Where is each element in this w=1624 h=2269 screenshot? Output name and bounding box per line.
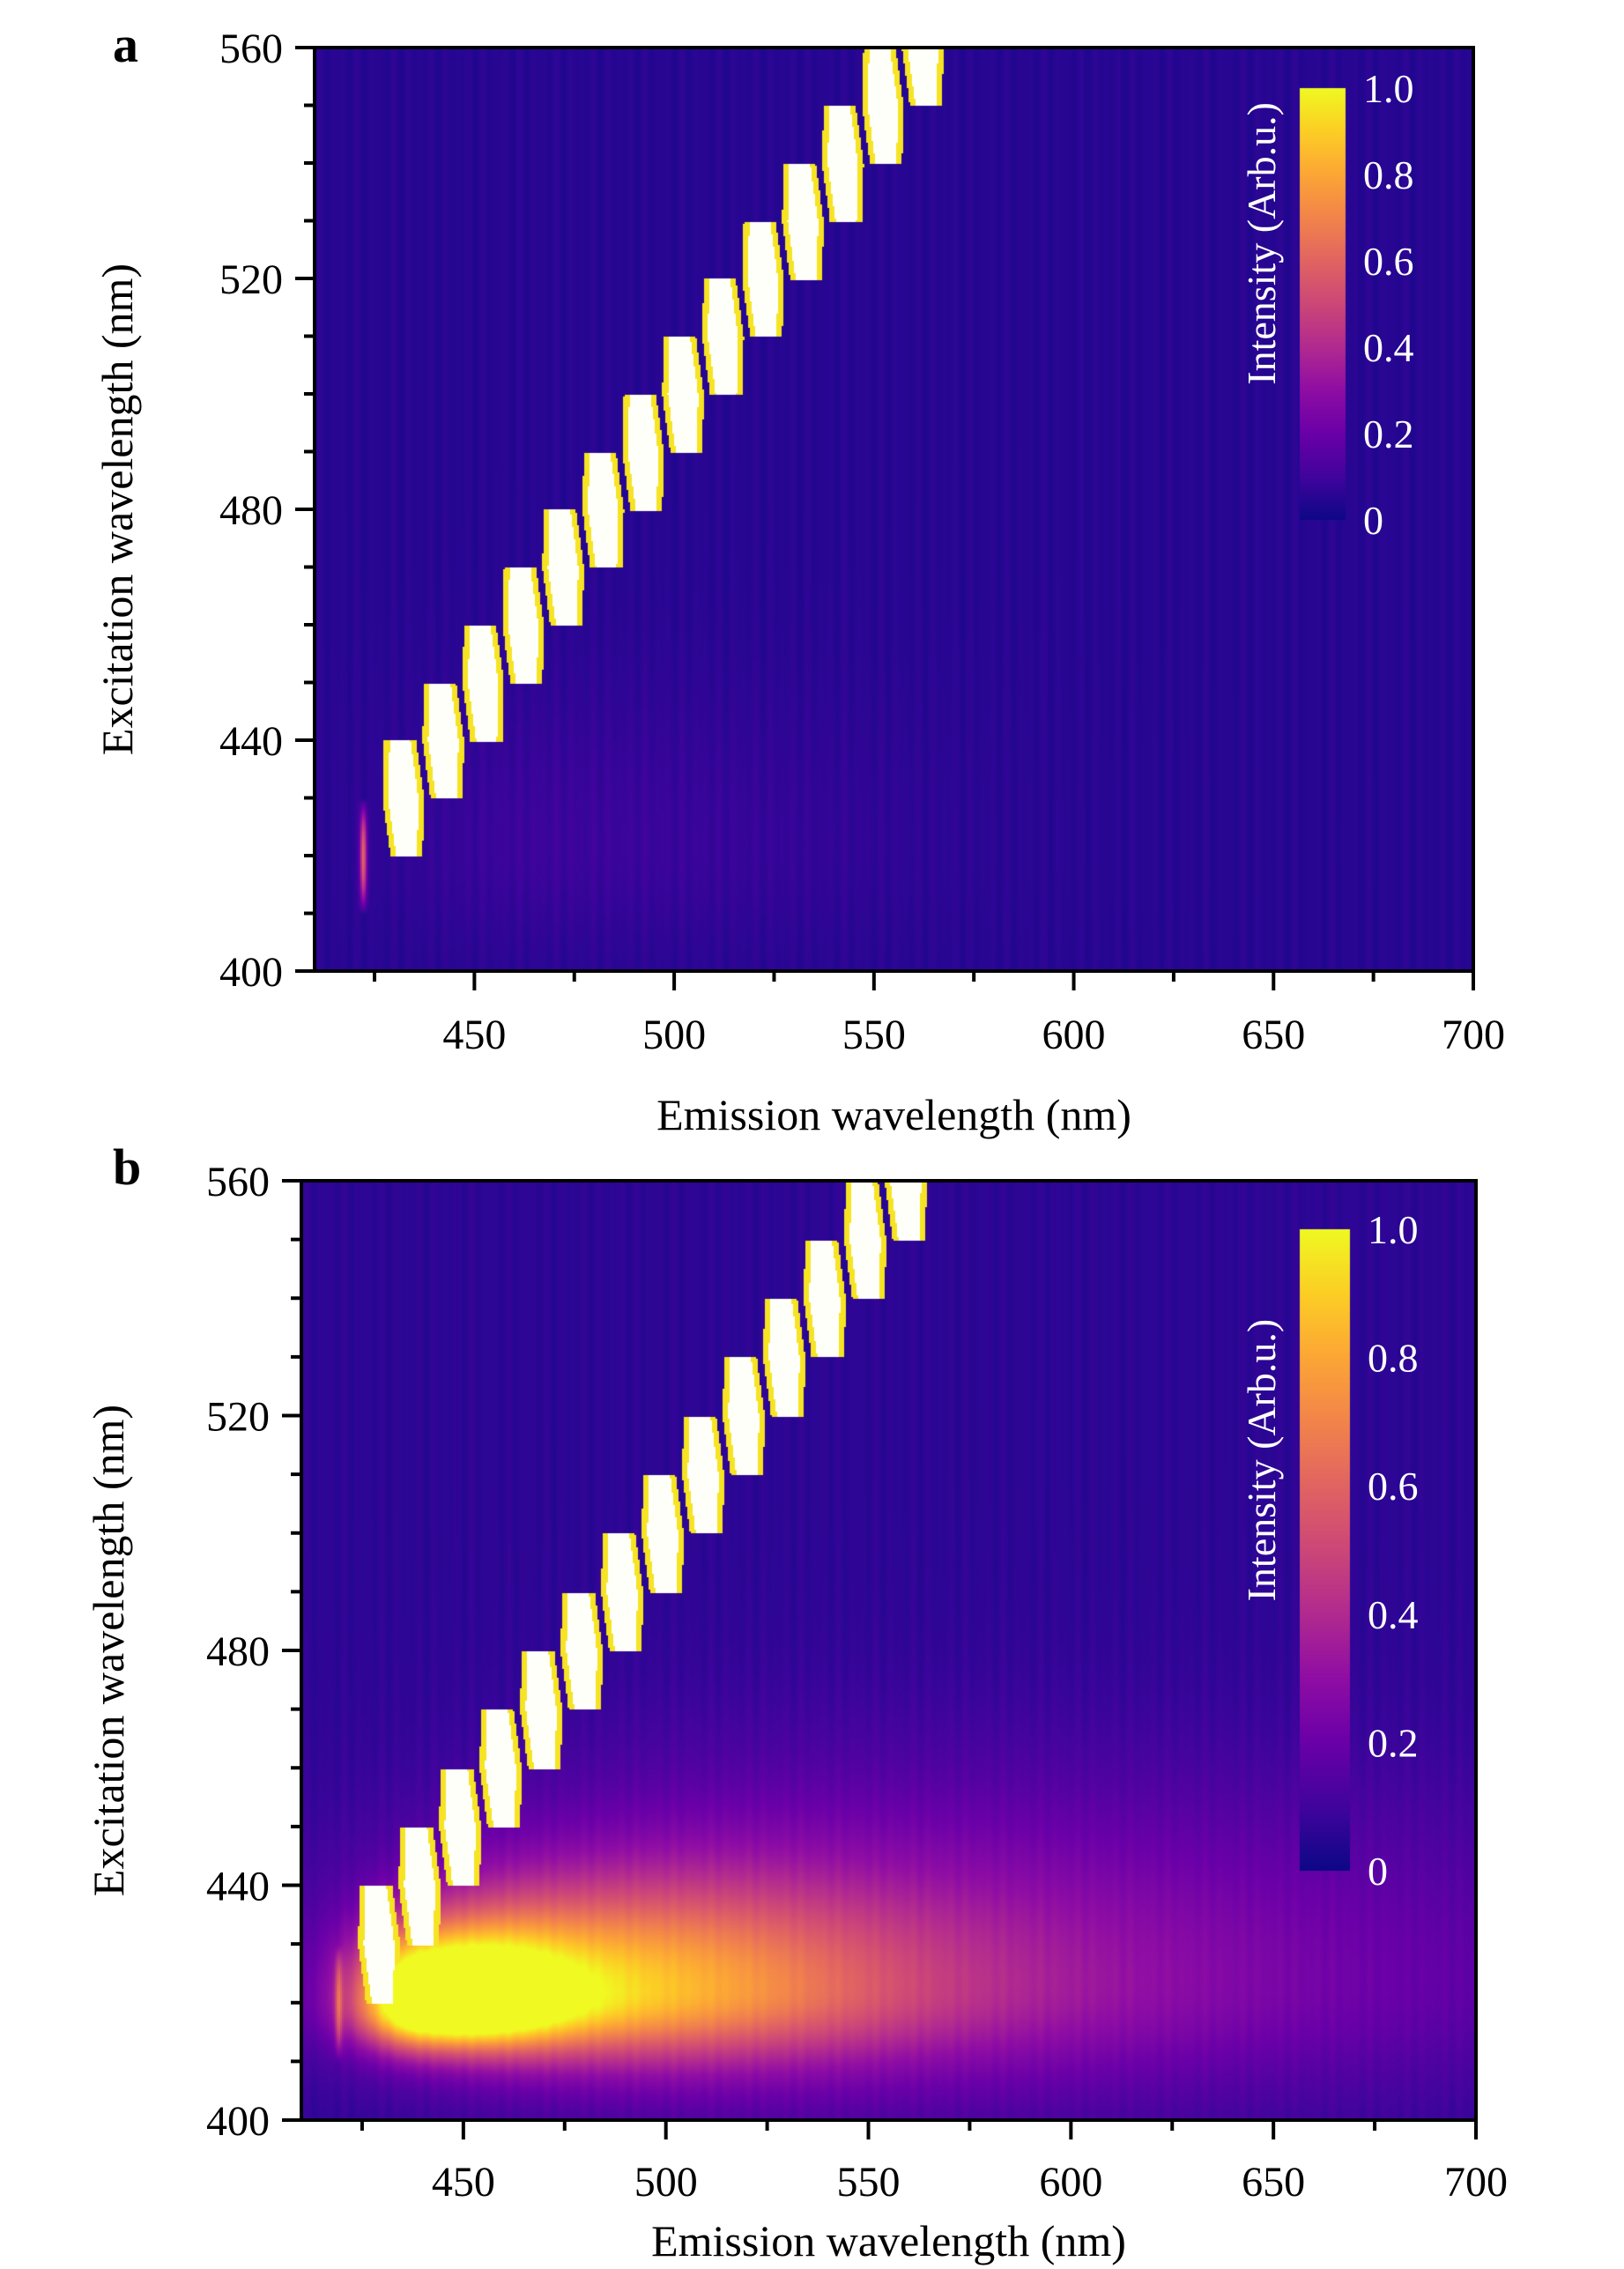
y-tick-label: 520 [219, 256, 283, 303]
y-tick-label: 400 [206, 2098, 270, 2145]
colorbar-tick-label: 0.8 [1363, 152, 1414, 197]
y-tick-label: 480 [219, 487, 283, 534]
plot-frame [300, 1179, 1478, 2122]
colorbar-title: Intensity (Arb.u.) [1239, 1319, 1284, 1602]
x-tick-label: 500 [642, 1012, 706, 1058]
x-tick-label: 550 [837, 2159, 901, 2206]
y-tick-label: 560 [206, 1159, 270, 1205]
x-tick-label: 450 [442, 1012, 506, 1058]
x-tick-label: 450 [432, 2159, 495, 2206]
colorbar-tick-label: 0.4 [1363, 325, 1414, 370]
colorbar-tick-label: 0.8 [1368, 1336, 1419, 1381]
colorbar-tick-label: 1.0 [1368, 1207, 1419, 1252]
x-tick-label: 550 [842, 1012, 906, 1058]
y-tick-label: 400 [219, 949, 283, 996]
y-tick-label: 440 [206, 1864, 270, 1910]
x-tick-label: 500 [634, 2159, 698, 2206]
plot-frame [313, 46, 1475, 973]
panel-label-a: a [113, 16, 138, 73]
colorbar-tick-label: 0 [1363, 498, 1383, 543]
heatmap-a [315, 48, 1473, 971]
axes-panel-a: 450 500 550 600 650 700 400 440 480 520 560 Emissio… [93, 26, 1505, 1139]
axes-panel-b: 450 500 550 600 650 700 400 440 480 520 560 Emissio… [84, 1159, 1508, 2265]
y-axis-label: Excitation wavelength (nm) [93, 263, 142, 755]
x-tick-label: 600 [1042, 1012, 1106, 1058]
x-tick-label: 700 [1442, 1012, 1505, 1058]
panel-label-b: b [113, 1138, 142, 1196]
colorbar-tick-label: 1.0 [1363, 66, 1414, 111]
colorbar-tick-label: 0.6 [1368, 1464, 1419, 1509]
y-tick-label: 440 [219, 718, 283, 765]
x-tick-label: 600 [1039, 2159, 1102, 2206]
colorbar [1300, 1229, 1350, 1871]
x-axis-label: Emission wavelength (nm) [651, 2216, 1126, 2265]
x-axis-label: Emission wavelength (nm) [656, 1090, 1131, 1139]
y-tick-label: 520 [206, 1394, 270, 1441]
colorbar-title: Intensity (Arb.u.) [1239, 102, 1284, 385]
colorbar-tick-label: 0.2 [1363, 412, 1414, 456]
y-tick-label: 560 [219, 26, 283, 72]
colorbar-tick-label: 0.6 [1363, 239, 1414, 284]
x-tick-label: 700 [1444, 2159, 1508, 2206]
x-tick-label: 650 [1242, 1012, 1305, 1058]
colorbar-tick-label: 0.2 [1368, 1720, 1419, 1765]
colorbar-tick-label: 0.4 [1368, 1592, 1419, 1637]
colorbar [1300, 88, 1346, 520]
y-axis-label: Excitation wavelength (nm) [84, 1405, 133, 1896]
heatmap-b [301, 1181, 1476, 2120]
x-tick-label: 650 [1242, 2159, 1305, 2206]
colorbar-tick-label: 0 [1368, 1849, 1388, 1894]
y-tick-label: 480 [206, 1628, 270, 1675]
